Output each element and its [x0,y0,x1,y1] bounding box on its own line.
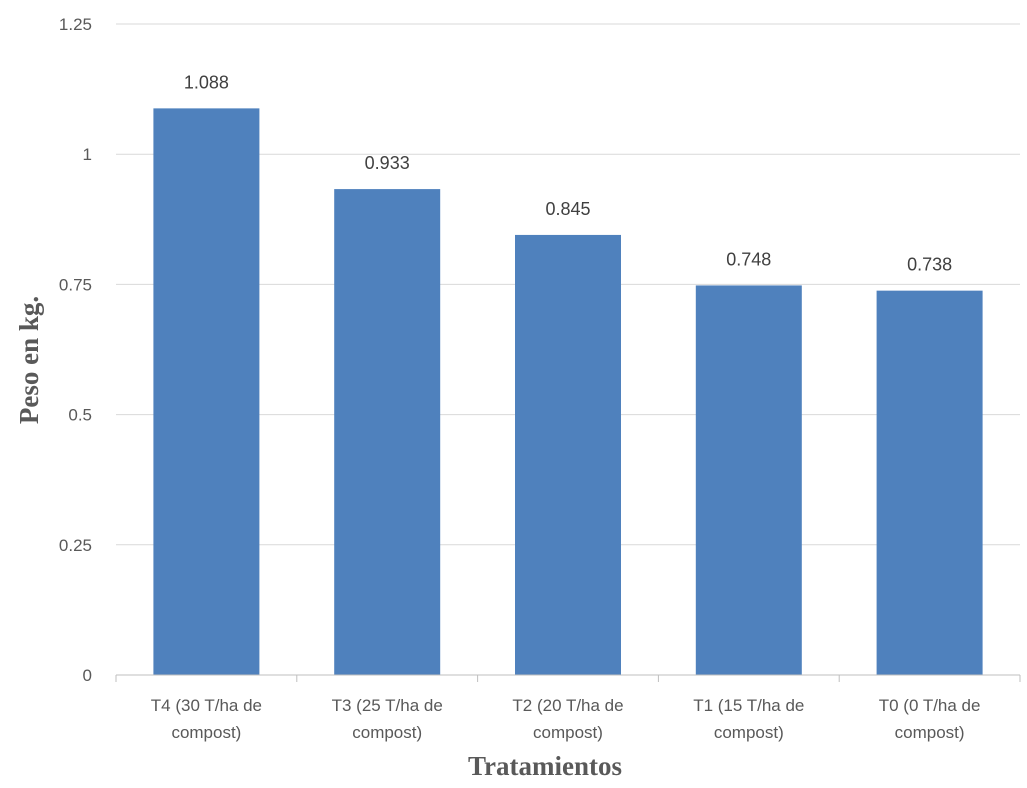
x-tick-label-line: compost) [895,723,965,742]
bars [153,108,983,675]
y-tick-label: 0.5 [68,406,92,425]
y-tick-label: 1.25 [59,15,92,34]
x-tick-label-line: T0 (0 T/ha de [879,696,981,715]
x-axis [115,674,1021,682]
x-axis-title: Tratamientos [468,751,622,781]
y-tick-labels: 0 0.25 0.5 0.75 1 1.25 [59,15,92,685]
y-tick-label: 0 [83,666,92,685]
x-tick-label-line: compost) [533,723,603,742]
x-tick-label: T1 (15 T/ha de compost) [693,696,804,742]
x-tick-labels: T4 (30 T/ha de compost) T3 (25 T/ha de comp… [151,696,981,742]
data-label: 0.738 [907,255,952,275]
y-axis-title: Peso en kg. [14,296,44,424]
bar [695,285,802,675]
y-tick-label: 1 [83,145,92,164]
x-tick-label: T0 (0 T/ha de compost) [879,696,981,742]
y-tick-label: 0.75 [59,275,92,294]
y-tick-label: 0.25 [59,536,92,555]
bar [153,108,260,675]
x-tick-label-line: T4 (30 T/ha de [151,696,262,715]
x-tick-label: T3 (25 T/ha de compost) [332,696,443,742]
x-tick-label: T2 (20 T/ha de compost) [512,696,623,742]
data-label: 0.933 [365,153,410,173]
bar [515,234,621,675]
x-tick-label: T4 (30 T/ha de compost) [151,696,262,742]
data-labels: 1.088 0.933 0.845 0.748 0.738 [184,72,952,274]
x-tick-label-line: compost) [352,723,422,742]
data-label: 0.845 [545,199,590,219]
bar [876,290,983,675]
x-tick-label-line: T1 (15 T/ha de [693,696,804,715]
x-tick-label-line: compost) [714,723,784,742]
data-label: 0.748 [726,249,771,269]
data-label: 1.088 [184,72,229,92]
x-tick-label-line: T3 (25 T/ha de [332,696,443,715]
bar [334,189,441,675]
x-tick-label-line: T2 (20 T/ha de [512,696,623,715]
x-tick-label-line: compost) [171,723,241,742]
